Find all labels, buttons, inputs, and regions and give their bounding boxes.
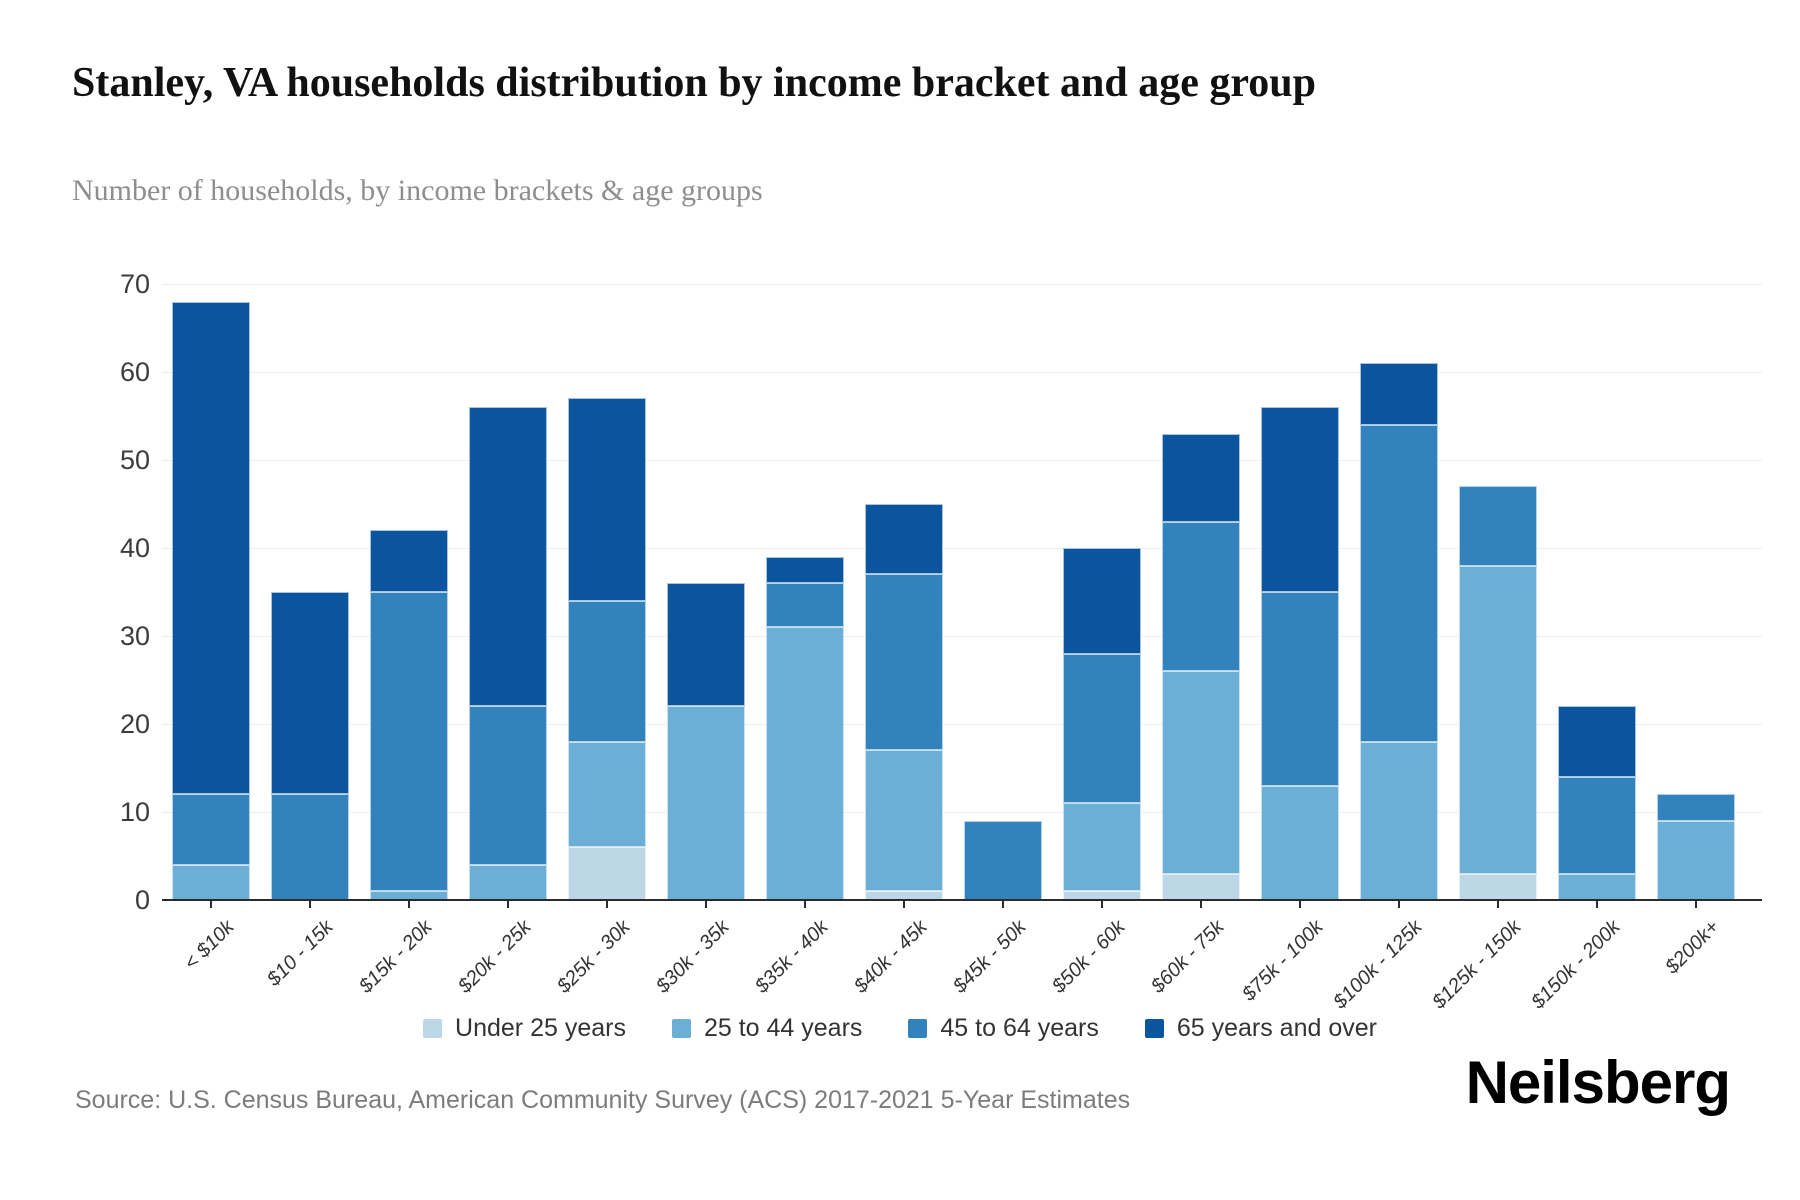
gridline-y20 xyxy=(162,724,1762,725)
y-axis-tick-label: 60 xyxy=(119,357,150,387)
x-axis-tick xyxy=(705,900,707,908)
gridline-y60 xyxy=(162,372,1762,373)
bar-segment[interactable] xyxy=(370,530,448,592)
bar-segment[interactable] xyxy=(568,600,646,742)
bar-segment[interactable] xyxy=(568,847,646,900)
x-axis-tick xyxy=(210,900,212,908)
bar-segment[interactable] xyxy=(1063,548,1141,654)
bar-segment[interactable] xyxy=(667,583,745,707)
legend-swatch-icon xyxy=(908,1019,928,1038)
legend-item[interactable]: Under 25 years xyxy=(423,1014,626,1043)
bar-segment[interactable] xyxy=(1459,486,1537,566)
bar-segment[interactable] xyxy=(1558,706,1636,777)
bar-segment[interactable] xyxy=(1657,820,1735,900)
bar-segment[interactable] xyxy=(271,794,349,900)
bar-segment[interactable] xyxy=(1261,592,1339,786)
x-axis-tick xyxy=(408,900,410,908)
legend-item[interactable]: 25 to 44 years xyxy=(671,1014,863,1043)
legend-label: Under 25 years xyxy=(455,1014,626,1042)
bar-segment[interactable] xyxy=(1162,521,1240,672)
bar-segment[interactable] xyxy=(271,592,349,795)
legend-item[interactable]: 45 to 64 years xyxy=(908,1014,1099,1043)
bar-segment[interactable] xyxy=(1459,565,1537,874)
gridline-y70 xyxy=(162,284,1762,285)
y-axis-tick-label: 10 xyxy=(119,797,150,827)
bar-segment[interactable] xyxy=(865,504,943,575)
y-axis-tick-label: 0 xyxy=(134,885,150,915)
bar-segment[interactable] xyxy=(469,407,547,707)
y-axis-tick-label: 30 xyxy=(119,621,150,651)
bar-segment[interactable] xyxy=(1657,794,1735,821)
bar-segment[interactable] xyxy=(1063,653,1141,804)
source-note: Source: U.S. Census Bureau, American Com… xyxy=(75,1086,1131,1114)
chart-legend: Under 25 years 25 to 44 years 45 to 64 yea… xyxy=(0,1014,1800,1043)
bar-segment[interactable] xyxy=(1261,407,1339,592)
bar-segment[interactable] xyxy=(865,574,943,751)
x-axis-tick xyxy=(606,900,608,908)
bar-segment[interactable] xyxy=(1558,776,1636,874)
legend-label: 45 to 64 years xyxy=(940,1014,1099,1042)
x-axis-tick xyxy=(1497,900,1499,908)
bar-segment[interactable] xyxy=(766,583,844,628)
bar-segment[interactable] xyxy=(865,750,943,892)
bar-segment[interactable] xyxy=(766,556,844,584)
y-axis-tick-label: 40 xyxy=(119,533,150,563)
x-axis-line xyxy=(162,899,1762,901)
x-axis-tick xyxy=(1299,900,1301,908)
bar-segment[interactable] xyxy=(568,398,646,601)
bar-segment[interactable] xyxy=(172,794,250,865)
x-axis-tick xyxy=(1002,900,1004,908)
bar-segment[interactable] xyxy=(469,864,547,900)
bar-segment[interactable] xyxy=(1162,873,1240,900)
x-axis-tick xyxy=(507,900,509,908)
bar-segment[interactable] xyxy=(1261,785,1339,900)
bar-segment[interactable] xyxy=(568,741,646,848)
legend-swatch-icon xyxy=(671,1019,691,1038)
gridline-y30 xyxy=(162,636,1762,637)
legend-item[interactable]: 65 years and over xyxy=(1144,1014,1377,1043)
bar-segment[interactable] xyxy=(1162,671,1240,874)
x-axis-tick xyxy=(1200,900,1202,908)
bar-segment[interactable] xyxy=(1360,741,1438,900)
legend-label: 65 years and over xyxy=(1176,1014,1377,1042)
bar-segment[interactable] xyxy=(172,301,250,795)
neilsberg-logo: Neilsberg xyxy=(1465,1049,1731,1116)
bar-segment[interactable] xyxy=(1459,873,1537,900)
bar-segment[interactable] xyxy=(1162,433,1240,522)
page-title: Stanley, VA households distribution by i… xyxy=(72,60,1316,106)
x-axis-tick xyxy=(1596,900,1598,908)
x-axis-tick xyxy=(1695,900,1697,908)
page-subtitle: Number of households, by income brackets… xyxy=(72,174,763,207)
bar-segment[interactable] xyxy=(1360,424,1438,742)
legend-swatch-icon xyxy=(1144,1019,1164,1038)
legend-label: 25 to 44 years xyxy=(703,1014,863,1042)
bar-segment[interactable] xyxy=(667,706,745,900)
bar-segment[interactable] xyxy=(469,706,547,865)
bar-segment[interactable] xyxy=(1063,803,1141,892)
y-axis-tick-label: 50 xyxy=(119,445,150,475)
y-axis-tick-label: 70 xyxy=(119,269,150,299)
y-axis-tick-label: 20 xyxy=(119,709,150,739)
bar-segment[interactable] xyxy=(172,864,250,900)
x-axis-tick xyxy=(903,900,905,908)
bar-segment[interactable] xyxy=(370,592,448,892)
bar-segment[interactable] xyxy=(964,820,1042,900)
x-axis-tick xyxy=(1101,900,1103,908)
bar-segment[interactable] xyxy=(1360,363,1438,425)
gridline-y10 xyxy=(162,812,1762,813)
x-axis-tick xyxy=(1398,900,1400,908)
gridline-y50 xyxy=(162,460,1762,461)
bar-segment[interactable] xyxy=(766,627,844,900)
gridline-y40 xyxy=(162,548,1762,549)
x-axis-tick xyxy=(804,900,806,908)
legend-swatch-icon xyxy=(423,1019,443,1038)
x-axis-tick xyxy=(309,900,311,908)
bar-segment[interactable] xyxy=(1558,873,1636,900)
